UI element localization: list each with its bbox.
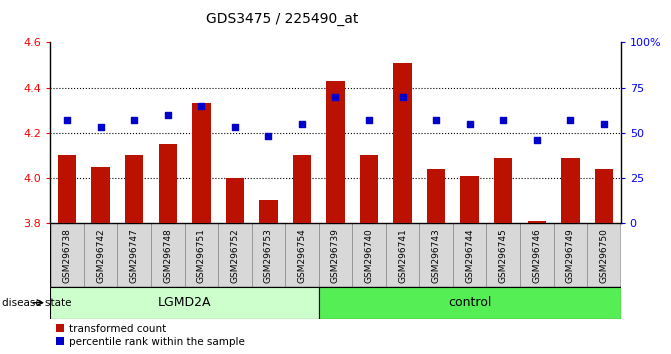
Point <box>95 125 106 130</box>
Bar <box>117 223 151 287</box>
Point <box>431 117 442 123</box>
Bar <box>125 155 144 223</box>
Bar <box>293 155 311 223</box>
Text: disease state: disease state <box>2 298 72 308</box>
Bar <box>319 287 621 319</box>
Text: GSM296740: GSM296740 <box>364 228 374 283</box>
Point <box>599 121 609 127</box>
Text: GSM296749: GSM296749 <box>566 228 575 283</box>
Bar <box>326 81 345 223</box>
Bar <box>192 103 211 223</box>
Text: GSM296743: GSM296743 <box>431 228 441 283</box>
Point <box>397 94 408 99</box>
Point <box>364 117 374 123</box>
Text: GSM296750: GSM296750 <box>599 228 609 283</box>
Text: GSM296751: GSM296751 <box>197 228 206 283</box>
Text: GSM296745: GSM296745 <box>499 228 508 283</box>
Text: GSM296742: GSM296742 <box>96 228 105 283</box>
Bar <box>352 223 386 287</box>
Bar <box>285 223 319 287</box>
Point <box>498 117 509 123</box>
Point <box>229 125 240 130</box>
Bar <box>527 221 546 223</box>
Point <box>464 121 475 127</box>
Text: GSM296739: GSM296739 <box>331 228 340 283</box>
Text: GSM296738: GSM296738 <box>62 228 72 283</box>
Bar <box>520 223 554 287</box>
Point <box>263 133 274 139</box>
Text: GSM296746: GSM296746 <box>532 228 541 283</box>
Text: GSM296744: GSM296744 <box>465 228 474 283</box>
Text: control: control <box>448 296 491 309</box>
Text: GSM296748: GSM296748 <box>163 228 172 283</box>
Text: GSM296753: GSM296753 <box>264 228 273 283</box>
Text: GSM296754: GSM296754 <box>297 228 307 283</box>
Bar <box>393 63 412 223</box>
Bar <box>561 158 580 223</box>
Bar <box>151 223 185 287</box>
Bar <box>587 223 621 287</box>
Text: LGMD2A: LGMD2A <box>158 296 211 309</box>
Bar <box>225 178 244 223</box>
Bar <box>259 200 278 223</box>
Bar <box>84 223 117 287</box>
Point <box>297 121 307 127</box>
Bar <box>218 223 252 287</box>
Bar <box>427 169 446 223</box>
Bar <box>494 158 513 223</box>
Bar <box>50 287 319 319</box>
Text: GSM296741: GSM296741 <box>398 228 407 283</box>
Point <box>129 117 140 123</box>
Bar <box>252 223 285 287</box>
Bar <box>554 223 587 287</box>
Bar <box>50 223 84 287</box>
Bar <box>58 155 76 223</box>
Bar <box>158 144 177 223</box>
Text: GSM296747: GSM296747 <box>130 228 139 283</box>
Text: GDS3475 / 225490_at: GDS3475 / 225490_at <box>205 12 358 27</box>
Text: GSM296752: GSM296752 <box>230 228 240 283</box>
Point <box>330 94 341 99</box>
Legend: transformed count, percentile rank within the sample: transformed count, percentile rank withi… <box>56 324 245 347</box>
Bar <box>319 223 352 287</box>
Bar <box>460 176 479 223</box>
Point <box>62 117 72 123</box>
Point <box>162 112 173 118</box>
Bar <box>595 169 613 223</box>
Bar <box>453 223 486 287</box>
Point <box>565 117 576 123</box>
Bar <box>360 155 378 223</box>
Bar <box>91 167 110 223</box>
Bar <box>386 223 419 287</box>
Bar <box>185 223 218 287</box>
Bar <box>419 223 453 287</box>
Bar <box>486 223 520 287</box>
Point <box>531 137 542 143</box>
Point <box>196 103 207 108</box>
